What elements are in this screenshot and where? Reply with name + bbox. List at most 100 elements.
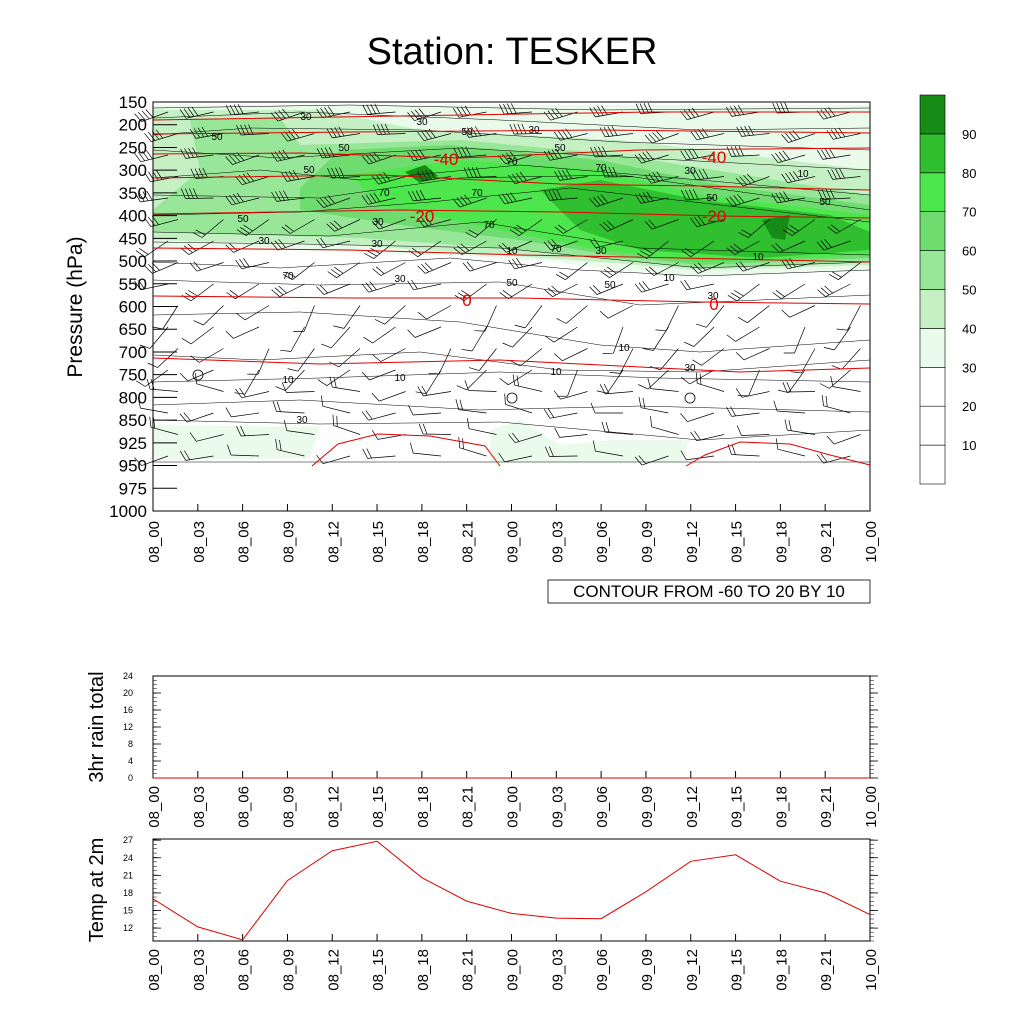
temp-plot-frame [152,838,871,942]
wind-barb [602,326,624,354]
wind-barb [778,369,806,394]
wind-barb [134,109,169,122]
wind-barb [281,382,315,393]
wind-barb [737,305,770,324]
humidity-contour-label: 30 [684,166,696,177]
wind-barb [781,130,816,143]
wind-barb [773,400,806,414]
temperature-contour-label: -40 [702,148,727,167]
wind-barb [498,452,533,463]
colorbar-label: 20 [962,399,976,414]
wind-barb [499,103,533,115]
y-tick-label: 27 [123,835,133,845]
wind-barb [735,261,770,272]
wind-barb [144,129,179,143]
wind-barb [555,262,588,281]
wind-barb [726,145,760,157]
wind-barb [655,305,679,332]
humidity-contour-line [152,371,871,383]
x-tick-label: 09_18 [773,949,790,991]
y-tick-label: 975 [119,479,147,498]
x-tick-label: 09_06 [594,786,611,828]
wind-barb [418,423,452,435]
wind-barb [508,171,543,185]
wind-barb [371,172,406,185]
y-tick-label: 925 [119,434,147,453]
x-tick-label: 09_06 [594,949,611,991]
wind-barb [596,369,624,394]
humidity-region [540,180,870,258]
wind-barb [826,127,861,140]
wind-barb [784,419,816,435]
wind-barb [498,240,533,253]
humidity-contour-line [152,241,871,269]
wind-barb [371,391,406,402]
wind-barb [498,192,533,205]
wind-barb [695,305,725,328]
y-tick-label: 1000 [109,502,147,521]
wind-barb [771,191,806,204]
wind-barb [727,283,760,302]
wind-barb [514,305,543,329]
rain-axes: 0 4 8 12 16 20 24 08_00 08_03 08_06 08_09 08_12 08_1… [123,671,880,828]
temperature-contour-line [152,111,870,121]
y-tick-label: 450 [119,229,147,248]
wind-barb [234,369,260,395]
colorbar-label: 40 [962,321,976,336]
wind-barb [831,348,861,370]
wind-barb [281,219,315,234]
y-tick-label: 650 [119,320,147,339]
wind-barb [417,262,452,274]
wind-barb [280,326,305,352]
wind-barb [321,326,351,349]
wind-barb [271,283,305,298]
y-axis-label: Pressure (hPa) [64,236,87,377]
wind-barb [144,215,179,228]
wind-barb [417,215,452,228]
wind-barb [599,305,634,319]
wind-barb [817,188,851,200]
humidity-contour-label: 10 [282,375,294,386]
wind-barb [828,262,861,281]
wind-barb [726,326,760,342]
humidity-contour-label: 10 [752,252,764,263]
x-tick-label: 08_09 [280,521,297,563]
colorbar-bin [919,250,946,290]
y-tick-label: 12 [123,722,133,732]
humidity-contour-label: 10 [663,273,675,284]
wind-barb [680,412,715,423]
x-tick-label: 08_03 [191,521,208,563]
humidity-contour-label: 30 [371,239,383,250]
wind-barb [601,421,634,435]
wind-barb [681,240,715,257]
wind-barb [510,348,543,367]
rain-y-axis-label: 3hr rain total [86,671,108,782]
wind-barb [320,395,351,414]
wind-barb [499,369,533,386]
temperature-contour-label: 0 [709,295,718,314]
humidity-contour-line [152,311,871,353]
y-tick-label: 150 [119,93,147,112]
wind-barb [609,348,634,374]
wind-barb [461,326,487,352]
x-tick-label: 09_12 [684,521,701,563]
wind-barb [543,408,578,419]
wind-barb [600,166,634,178]
x-tick-label: 08_15 [370,786,387,828]
y-tick-label: 24 [123,671,133,681]
wind-barb [771,150,806,164]
wind-barb [512,374,543,392]
wind-barb [225,326,260,339]
wind-barb [134,190,169,203]
wind-barb [650,416,679,435]
wind-barb [316,454,351,465]
colorbar-label: 30 [962,360,976,375]
y-tick-label: 300 [119,161,147,180]
wind-barb [363,326,396,344]
x-tick-label: 08_03 [191,786,208,828]
humidity-contour-line [152,279,871,306]
x-tick-label: 09_15 [729,786,746,828]
wind-barb [637,240,669,259]
colorbar-bin [919,211,946,251]
calm-wind-marker [684,392,696,404]
